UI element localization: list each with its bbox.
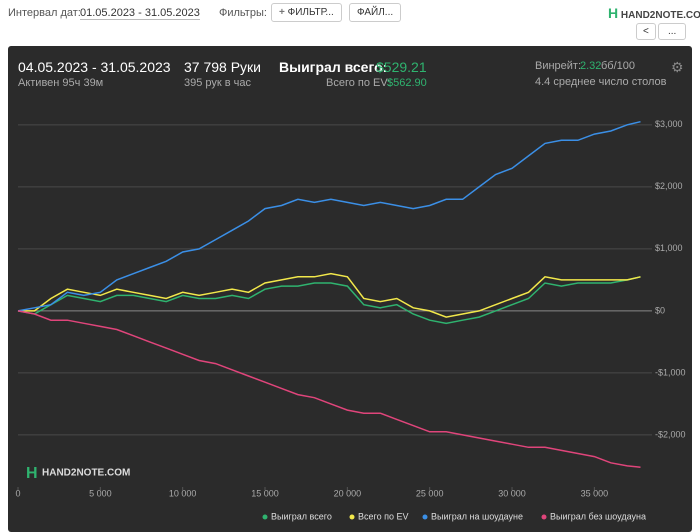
x-tick-label: 5 000 <box>89 488 112 498</box>
won-value: $529.21 <box>376 59 427 75</box>
x-tick-label: 35 000 <box>581 488 609 498</box>
x-tick-label: 15 000 <box>251 488 279 498</box>
x-tick-label: 10 000 <box>169 488 197 498</box>
ev-label: Всего по EV: <box>326 77 391 89</box>
series-line <box>17 120 641 312</box>
watermark: HAND2NOTE.COM <box>42 468 130 479</box>
active: Активен 95ч 39м <box>18 77 104 89</box>
more-button[interactable]: ... <box>658 23 687 40</box>
hands: 37 798 Руки <box>184 59 261 75</box>
period: 04.05.2023 - 31.05.2023 <box>18 59 171 75</box>
legend-marker <box>541 514 547 520</box>
legend-label: Выиграл без шоудауна <box>550 511 646 521</box>
x-tick-label: 30 000 <box>498 488 526 498</box>
file-button[interactable]: ФАЙЛ... <box>349 3 402 22</box>
winrate-label: Винрейт: <box>535 60 582 72</box>
winrate-unit: бб/100 <box>601 60 636 72</box>
y-tick-label: $2,000 <box>655 181 683 191</box>
x-tick-label: 25 000 <box>416 488 444 498</box>
ev-value: $562.90 <box>387 77 427 89</box>
x-tick-label: 0 <box>15 488 20 498</box>
hands-per-hour: 395 рук в час <box>184 77 252 89</box>
filter-text: ФИЛЬТР... <box>287 7 334 18</box>
y-tick-label: -$1,000 <box>655 367 686 377</box>
series-line <box>17 276 641 325</box>
watermark-icon: H <box>26 465 38 482</box>
y-tick-label: $0 <box>655 305 665 315</box>
series-line <box>18 272 641 318</box>
legend-label: Выиграл всего <box>271 511 332 521</box>
back-button[interactable]: < <box>636 23 656 40</box>
filter-button[interactable]: + ФИЛЬТР... <box>271 3 342 22</box>
y-tick-label: -$2,000 <box>655 429 686 439</box>
won-label: Выиграл всего: <box>279 59 388 75</box>
legend-label: Всего по EV <box>358 511 408 521</box>
series-line <box>17 310 641 468</box>
y-tick-label: $3,000 <box>655 119 683 129</box>
logo-text: HAND2NOTE.COM <box>620 10 700 21</box>
filters-label: Фильтры: <box>219 7 267 19</box>
tables: 4.4 среднее число столов <box>535 76 667 88</box>
x-tick-label: 20 000 <box>334 488 362 498</box>
legend-marker <box>262 514 268 520</box>
legend-marker <box>349 514 355 520</box>
y-tick-label: $1,000 <box>655 243 683 253</box>
legend-label: Выиграл на шоудауне <box>431 511 523 521</box>
interval-value[interactable]: 01.05.2023 - 31.05.2023 <box>80 7 200 20</box>
logo: H HAND2NOTE.COM <box>608 5 700 21</box>
interval-label: Интервал дат: <box>8 7 81 19</box>
legend-marker <box>422 514 428 520</box>
winrate-value: 2.32 <box>580 60 602 72</box>
settings-icon[interactable]: ⚙ <box>671 59 684 75</box>
